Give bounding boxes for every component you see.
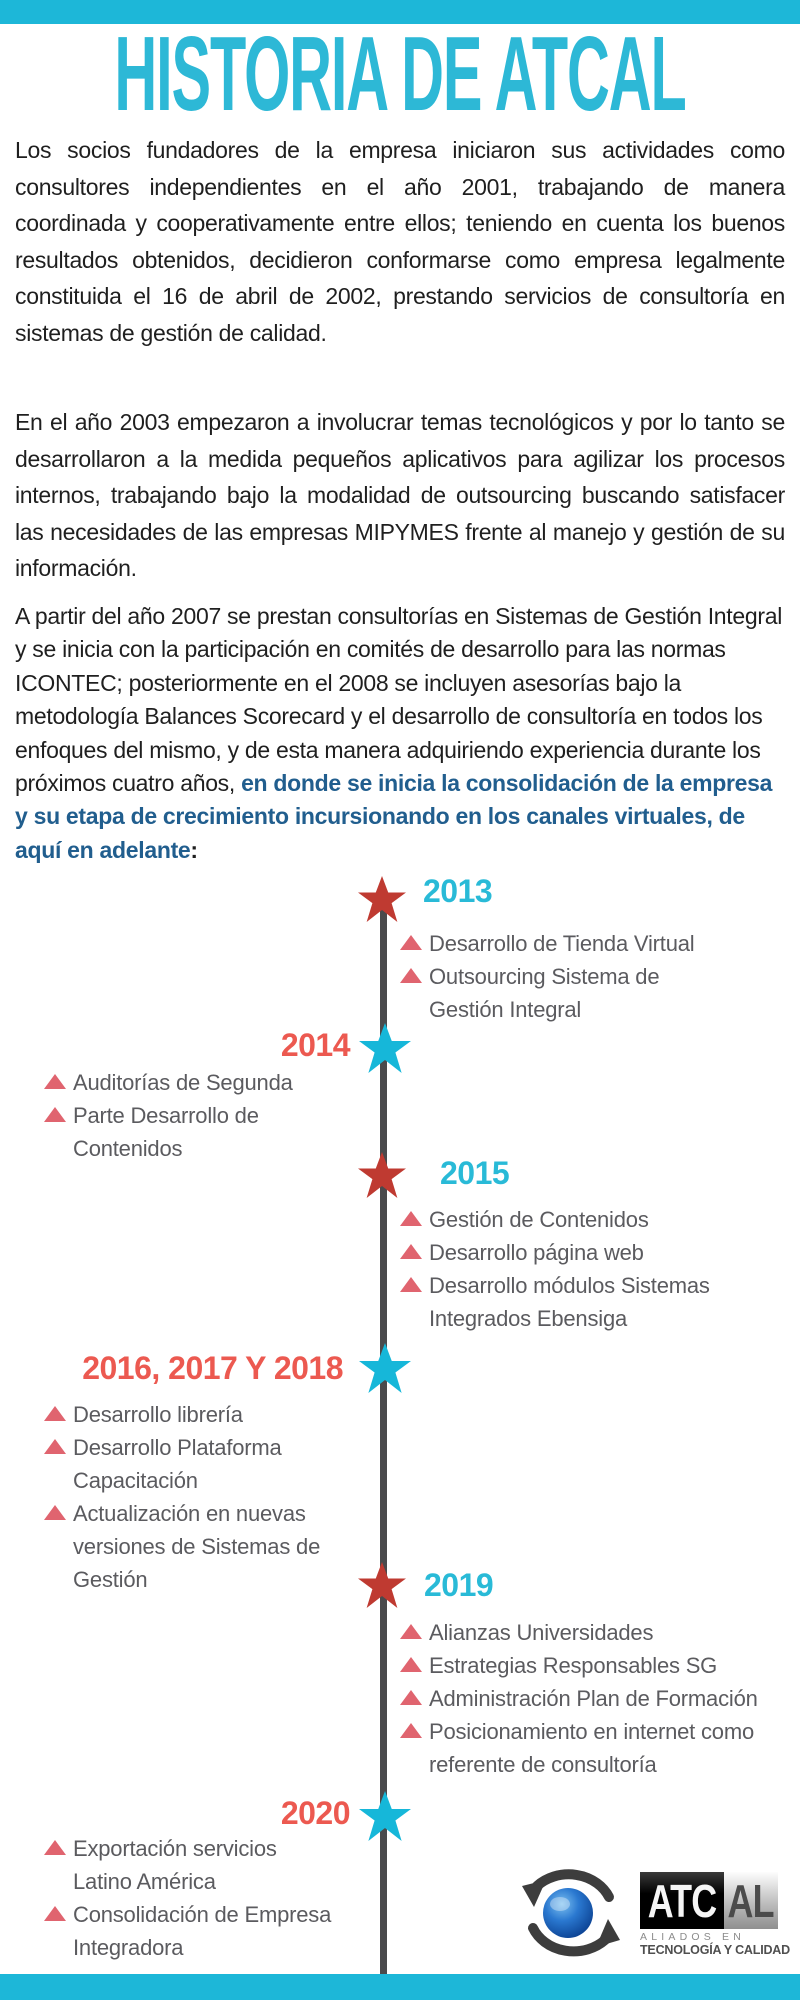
- paragraph-2003: En el año 2003 empezaron a involucrar te…: [15, 409, 785, 581]
- triangle-bullet-icon: [400, 1657, 422, 1672]
- triangle-bullet-icon: [44, 1505, 66, 1520]
- timeline-year-2014: 2014: [280, 1027, 351, 1063]
- timeline-item: Consolidación de Empresa Integradora: [44, 1898, 380, 1964]
- triangle-bullet-icon: [400, 1624, 422, 1639]
- paragraph-founders: Los socios fundadores de la empresa inic…: [15, 137, 785, 346]
- timeline-items-2020: Exportación servicios Latino América Con…: [44, 1832, 380, 1964]
- triangle-bullet-icon: [400, 1244, 422, 1259]
- timeline-items-2015: Gestión de Contenidos Desarrollo página …: [400, 1203, 792, 1335]
- timeline-items-2019: Alianzas Universidades Estrategias Respo…: [400, 1616, 792, 1781]
- timeline-item: Posicionamiento en internet como referen…: [400, 1715, 792, 1781]
- timeline-item: Parte Desarrollo de Contenidos: [44, 1099, 380, 1165]
- triangle-bullet-icon: [400, 1277, 422, 1292]
- atcal-wordmark-atc: ATC: [647, 1874, 718, 1927]
- timeline-item: Gestión de Contenidos: [400, 1203, 792, 1236]
- page-title: HISTORIA DE ATCAL: [0, 15, 800, 133]
- timeline-item: Estrategias Responsables SG: [400, 1649, 792, 1682]
- atcal-logo-right: AL: [724, 1872, 778, 1929]
- paragraph-2007-plain: A partir del año 2007 se prestan consult…: [15, 603, 783, 797]
- timeline-items-2014: Auditorías de Segunda Parte Desarrollo d…: [44, 1066, 380, 1165]
- triangle-bullet-icon: [400, 1690, 422, 1705]
- timeline-year-2020: 2020: [280, 1795, 351, 1831]
- triangle-bullet-icon: [400, 1211, 422, 1226]
- timeline-item: Desarrollo de Tienda Virtual: [400, 927, 792, 960]
- timeline-line: [380, 898, 387, 1974]
- triangle-bullet-icon: [400, 935, 422, 950]
- triangle-bullet-icon: [44, 1840, 66, 1855]
- paragraph-2007-highlight: en donde se inicia la consolidación de l…: [15, 770, 773, 863]
- triangle-bullet-icon: [400, 1723, 422, 1738]
- atcal-tagline-aliados: ALIADOS EN: [640, 1931, 746, 1943]
- timeline-year-2015: 2015: [440, 1155, 510, 1191]
- timeline-item: Desarrollo página web: [400, 1236, 792, 1269]
- triangle-bullet-icon: [400, 968, 422, 983]
- bottom-accent-bar: [0, 1974, 800, 2000]
- atcal-wordmark-al: AL: [727, 1874, 775, 1927]
- timeline-item: Auditorías de Segunda: [44, 1066, 380, 1099]
- triangle-bullet-icon: [44, 1406, 66, 1421]
- top-accent-bar: [0, 0, 800, 24]
- timeline-item: Actualización en nuevas versiones de Sis…: [44, 1497, 380, 1596]
- timeline-item: Outsourcing Sistema de Gestión Integral: [400, 960, 792, 1026]
- triangle-bullet-icon: [44, 1074, 66, 1089]
- atcal-logo: ATC AL: [640, 1872, 778, 1929]
- atcal-orbit-icon: [522, 1869, 620, 1957]
- timeline-item: Desarrollo librería: [44, 1398, 380, 1431]
- triangle-bullet-icon: [44, 1107, 66, 1122]
- triangle-bullet-icon: [44, 1906, 66, 1921]
- timeline-item: Alianzas Universidades: [400, 1616, 792, 1649]
- atcal-logo-left: ATC: [640, 1872, 724, 1929]
- timeline-year-2019: 2019: [424, 1567, 494, 1603]
- timeline-item: Desarrollo módulos Sistemas Integrados E…: [400, 1269, 792, 1335]
- timeline-item: Exportación servicios Latino América: [44, 1832, 380, 1898]
- paragraph-2007: A partir del año 2007 se prestan consult…: [15, 600, 785, 867]
- paragraph-2007-colon: :: [190, 836, 198, 863]
- timeline-item: Administración Plan de Formación: [400, 1682, 792, 1715]
- timeline-year-2016-2018: 2016, 2017 Y 2018: [82, 1350, 343, 1386]
- timeline-items-2016-2018: Desarrollo librería Desarrollo Plataform…: [44, 1398, 380, 1596]
- triangle-bullet-icon: [44, 1439, 66, 1454]
- atcal-tagline-tecnologia: TECNOLOGÍA Y CALIDAD: [640, 1943, 790, 1957]
- timeline-items-2013: Desarrollo de Tienda Virtual Outsourcing…: [400, 927, 792, 1026]
- page-title-text: HISTORIA DE ATCAL: [114, 15, 686, 133]
- timeline-year-2013: 2013: [423, 873, 493, 909]
- timeline-item: Desarrollo Plataforma Capacitación: [44, 1431, 380, 1497]
